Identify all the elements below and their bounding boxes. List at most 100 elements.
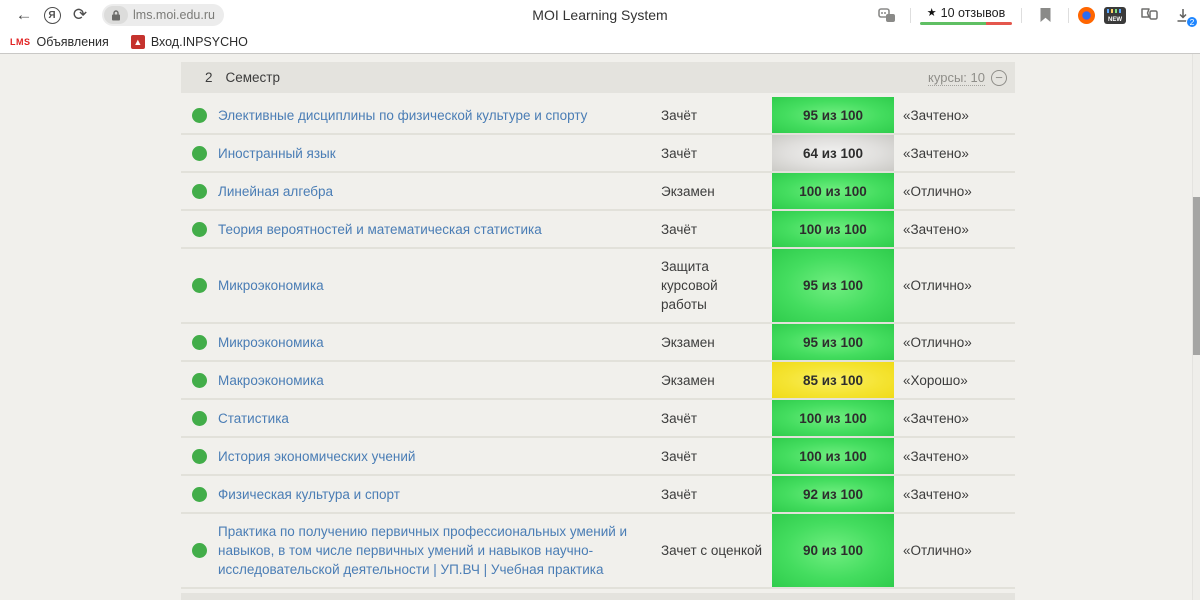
bookmark-item-inpsycho[interactable]: ▲ Вход.INPSYCHO [130, 34, 248, 49]
vertical-scrollbar[interactable] [1192, 54, 1200, 600]
bookmarks-bar: LMS Объявления ▲ Вход.INPSYCHO [0, 30, 1200, 54]
grade-text: «Зачтено» [903, 107, 969, 123]
course-link[interactable]: Статистика [218, 410, 289, 426]
course-row: Микроэкономика Защита курсовой работы 95… [181, 249, 1015, 324]
course-row: Статистика Зачёт 100 из 100 «Зачтено» [181, 400, 1015, 438]
grade-text: «Зачтено» [903, 486, 969, 502]
site-rating[interactable]: ★ 10 отзывов [920, 6, 1012, 25]
semester-label: Семестр [225, 70, 281, 85]
side-panel-icon[interactable] [873, 2, 901, 28]
grade-text: «Зачтено» [903, 145, 969, 161]
control-type: Зачет с оценкой [661, 543, 763, 558]
course-status-dot [192, 183, 207, 199]
bookmark-label: Объявления [36, 34, 109, 49]
semester-number: 2 [205, 70, 213, 85]
course-row: Иностранный язык Зачёт 64 из 100 «Зачтен… [181, 135, 1015, 173]
grade-text: «Зачтено» [903, 410, 969, 426]
courses-count-link[interactable]: курсы: 10 [928, 69, 985, 86]
course-status-dot [192, 486, 207, 502]
control-type: Зачёт [661, 107, 698, 123]
course-link[interactable]: Практика по получению первичных професси… [218, 524, 628, 577]
course-row: Макроэкономика Экзамен 85 из 100 «Хорошо… [181, 362, 1015, 400]
refresh-icon: ⟳ [72, 5, 88, 24]
toolbar-separator [1068, 7, 1069, 23]
score-badge: 100 из 100 [772, 400, 894, 436]
course-status-dot [192, 221, 207, 237]
score-badge: 64 из 100 [772, 135, 894, 171]
course-status-dot [192, 372, 207, 388]
control-type: Экзамен [661, 183, 715, 199]
confetti-decoration [1107, 8, 1123, 13]
course-status-dot [192, 448, 207, 464]
course-row: Линейная алгебра Экзамен 100 из 100 «Отл… [181, 173, 1015, 211]
lms-content: 2 Семестр курсы: 10 − Элективные дисципл… [0, 54, 1200, 600]
collections-icon[interactable] [1135, 2, 1163, 28]
control-type: Зачёт [661, 486, 698, 502]
toolbar-separator [910, 7, 911, 23]
course-link[interactable]: Элективные дисциплины по физической куль… [218, 107, 588, 123]
control-type: Защита курсовой работы [661, 259, 718, 312]
bookmark-item-announcements[interactable]: LMS Объявления [10, 35, 109, 49]
course-row: История экономических учений Зачёт 100 и… [181, 438, 1015, 476]
rating-bar [920, 21, 1012, 25]
semester-3-header[interactable]: 3 Семестр курсы: 10 + [181, 593, 1015, 600]
grade-text: «Отлично» [903, 183, 972, 199]
score-badge: 95 из 100 [772, 249, 894, 322]
course-row: Физическая культура и спорт Зачёт 92 из … [181, 476, 1015, 514]
grade-text: «Отлично» [903, 334, 972, 350]
lms-favicon: LMS [10, 36, 31, 47]
score-badge: 92 из 100 [772, 476, 894, 512]
course-rows: Элективные дисциплины по физической куль… [181, 97, 1015, 589]
semester-2-header[interactable]: 2 Семестр курсы: 10 − [181, 62, 1015, 93]
collapse-icon[interactable]: − [991, 69, 1007, 86]
control-type: Экзамен [661, 372, 715, 388]
control-type: Экзамен [661, 334, 715, 350]
course-status-dot [192, 543, 207, 558]
control-type: Зачёт [661, 221, 698, 237]
grade-text: «Отлично» [903, 543, 972, 558]
semester-grades-table: 2 Семестр курсы: 10 − Элективные дисципл… [181, 62, 1015, 600]
back-button[interactable]: ← [10, 2, 38, 28]
grade-text: «Зачтено» [903, 221, 969, 237]
crest-favicon: ▲ [130, 34, 145, 49]
toolbar-separator [1021, 7, 1022, 23]
course-row: Элективные дисциплины по физической куль… [181, 97, 1015, 135]
course-link[interactable]: Макроэкономика [218, 372, 324, 388]
control-type: Зачёт [661, 145, 698, 161]
back-icon: ← [15, 5, 33, 24]
control-type: Зачёт [661, 448, 698, 464]
extension-new-icon[interactable]: NEW [1104, 6, 1126, 24]
bookmark-icon[interactable] [1031, 2, 1059, 28]
course-status-dot [192, 410, 207, 426]
page-title: MOI Learning System [532, 7, 668, 23]
score-badge: 95 из 100 [772, 324, 894, 360]
yandex-button[interactable]: Я [38, 2, 66, 28]
course-link[interactable]: Микроэкономика [218, 278, 324, 293]
course-link[interactable]: Теория вероятностей и математическая ста… [218, 221, 542, 237]
course-row: Теория вероятностей и математическая ста… [181, 211, 1015, 249]
course-row: Практика по получению первичных професси… [181, 514, 1015, 589]
course-link[interactable]: Иностранный язык [218, 145, 336, 161]
browser-toolbar: ← Я ⟳ lms.moi.edu.ru MOI Learning System… [0, 0, 1200, 30]
score-badge: 100 из 100 [772, 211, 894, 247]
scrollbar-thumb[interactable] [1193, 197, 1200, 355]
downloads-button[interactable]: 2 [1172, 4, 1198, 28]
course-status-dot [192, 107, 207, 123]
course-link[interactable]: Микроэкономика [218, 334, 324, 350]
download-count-badge: 2 [1186, 16, 1198, 28]
course-link[interactable]: Физическая культура и спорт [218, 486, 400, 502]
score-badge: 85 из 100 [772, 362, 894, 398]
control-type: Зачёт [661, 410, 698, 426]
rating-label: 10 отзывов [940, 5, 1006, 20]
lock-icon[interactable] [104, 6, 128, 24]
address-bar[interactable]: lms.moi.edu.ru [102, 4, 224, 26]
course-link[interactable]: Линейная алгебра [218, 183, 334, 199]
course-row: Микроэкономика Экзамен 95 из 100 «Отличн… [181, 324, 1015, 362]
course-status-dot [192, 334, 207, 350]
bookmark-label: Вход.INPSYCHO [150, 34, 248, 49]
url-text: lms.moi.edu.ru [133, 8, 215, 22]
extension-browser-icon[interactable] [1078, 6, 1095, 24]
score-badge: 90 из 100 [772, 514, 894, 587]
refresh-button[interactable]: ⟳ [66, 2, 94, 28]
course-link[interactable]: История экономических учений [218, 448, 416, 464]
